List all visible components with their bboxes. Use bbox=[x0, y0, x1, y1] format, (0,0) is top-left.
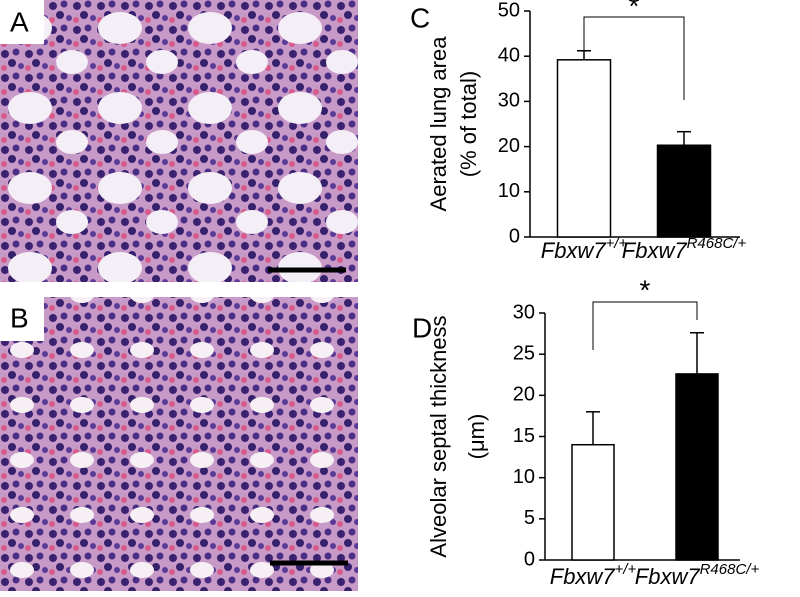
x-tick-label: Fbxw7R468C/+ bbox=[622, 235, 747, 263]
bar bbox=[556, 59, 612, 238]
y-tick-label: 5 bbox=[524, 507, 535, 529]
image-a: A bbox=[0, 0, 358, 282]
y-tick-label: 10 bbox=[498, 180, 520, 202]
y-tick-label: 0 bbox=[524, 548, 535, 570]
y-tick-label: 10 bbox=[513, 466, 535, 488]
panel-label: D bbox=[412, 312, 432, 343]
significance: * bbox=[629, 0, 640, 21]
y-tick-label: 15 bbox=[513, 425, 535, 447]
y-axis-label: (μm) bbox=[464, 414, 489, 460]
y-tick-label: 0 bbox=[509, 225, 520, 247]
panel-label: B bbox=[10, 302, 29, 333]
y-axis-label: Aerated lung area bbox=[426, 36, 451, 212]
y-tick-label: 25 bbox=[513, 342, 535, 364]
bar bbox=[675, 373, 719, 561]
significance-bracket bbox=[583, 16, 685, 100]
y-axis-label: Alveolar septal thickness bbox=[426, 315, 451, 557]
y-tick-label: 30 bbox=[498, 90, 520, 112]
image-b: B bbox=[0, 297, 358, 591]
x-tick-label: Fbxw7R468C/+ bbox=[635, 561, 760, 589]
panel-label: C bbox=[410, 2, 430, 33]
y-tick-label: 40 bbox=[498, 44, 520, 66]
y-tick-label: 30 bbox=[513, 301, 535, 323]
significance: * bbox=[640, 274, 651, 305]
significance-bracket bbox=[592, 301, 698, 350]
x-tick-label: Fbxw7+/+ bbox=[541, 235, 628, 263]
x-tick-label: Fbxw7+/+ bbox=[550, 561, 637, 589]
y-tick-label: 50 bbox=[498, 0, 520, 21]
y-tick-label: 20 bbox=[498, 135, 520, 157]
bar bbox=[656, 144, 712, 238]
y-axis-label: (% of total) bbox=[456, 71, 481, 177]
panel-label: A bbox=[10, 6, 29, 37]
bar bbox=[571, 443, 615, 561]
y-tick-label: 20 bbox=[513, 384, 535, 406]
